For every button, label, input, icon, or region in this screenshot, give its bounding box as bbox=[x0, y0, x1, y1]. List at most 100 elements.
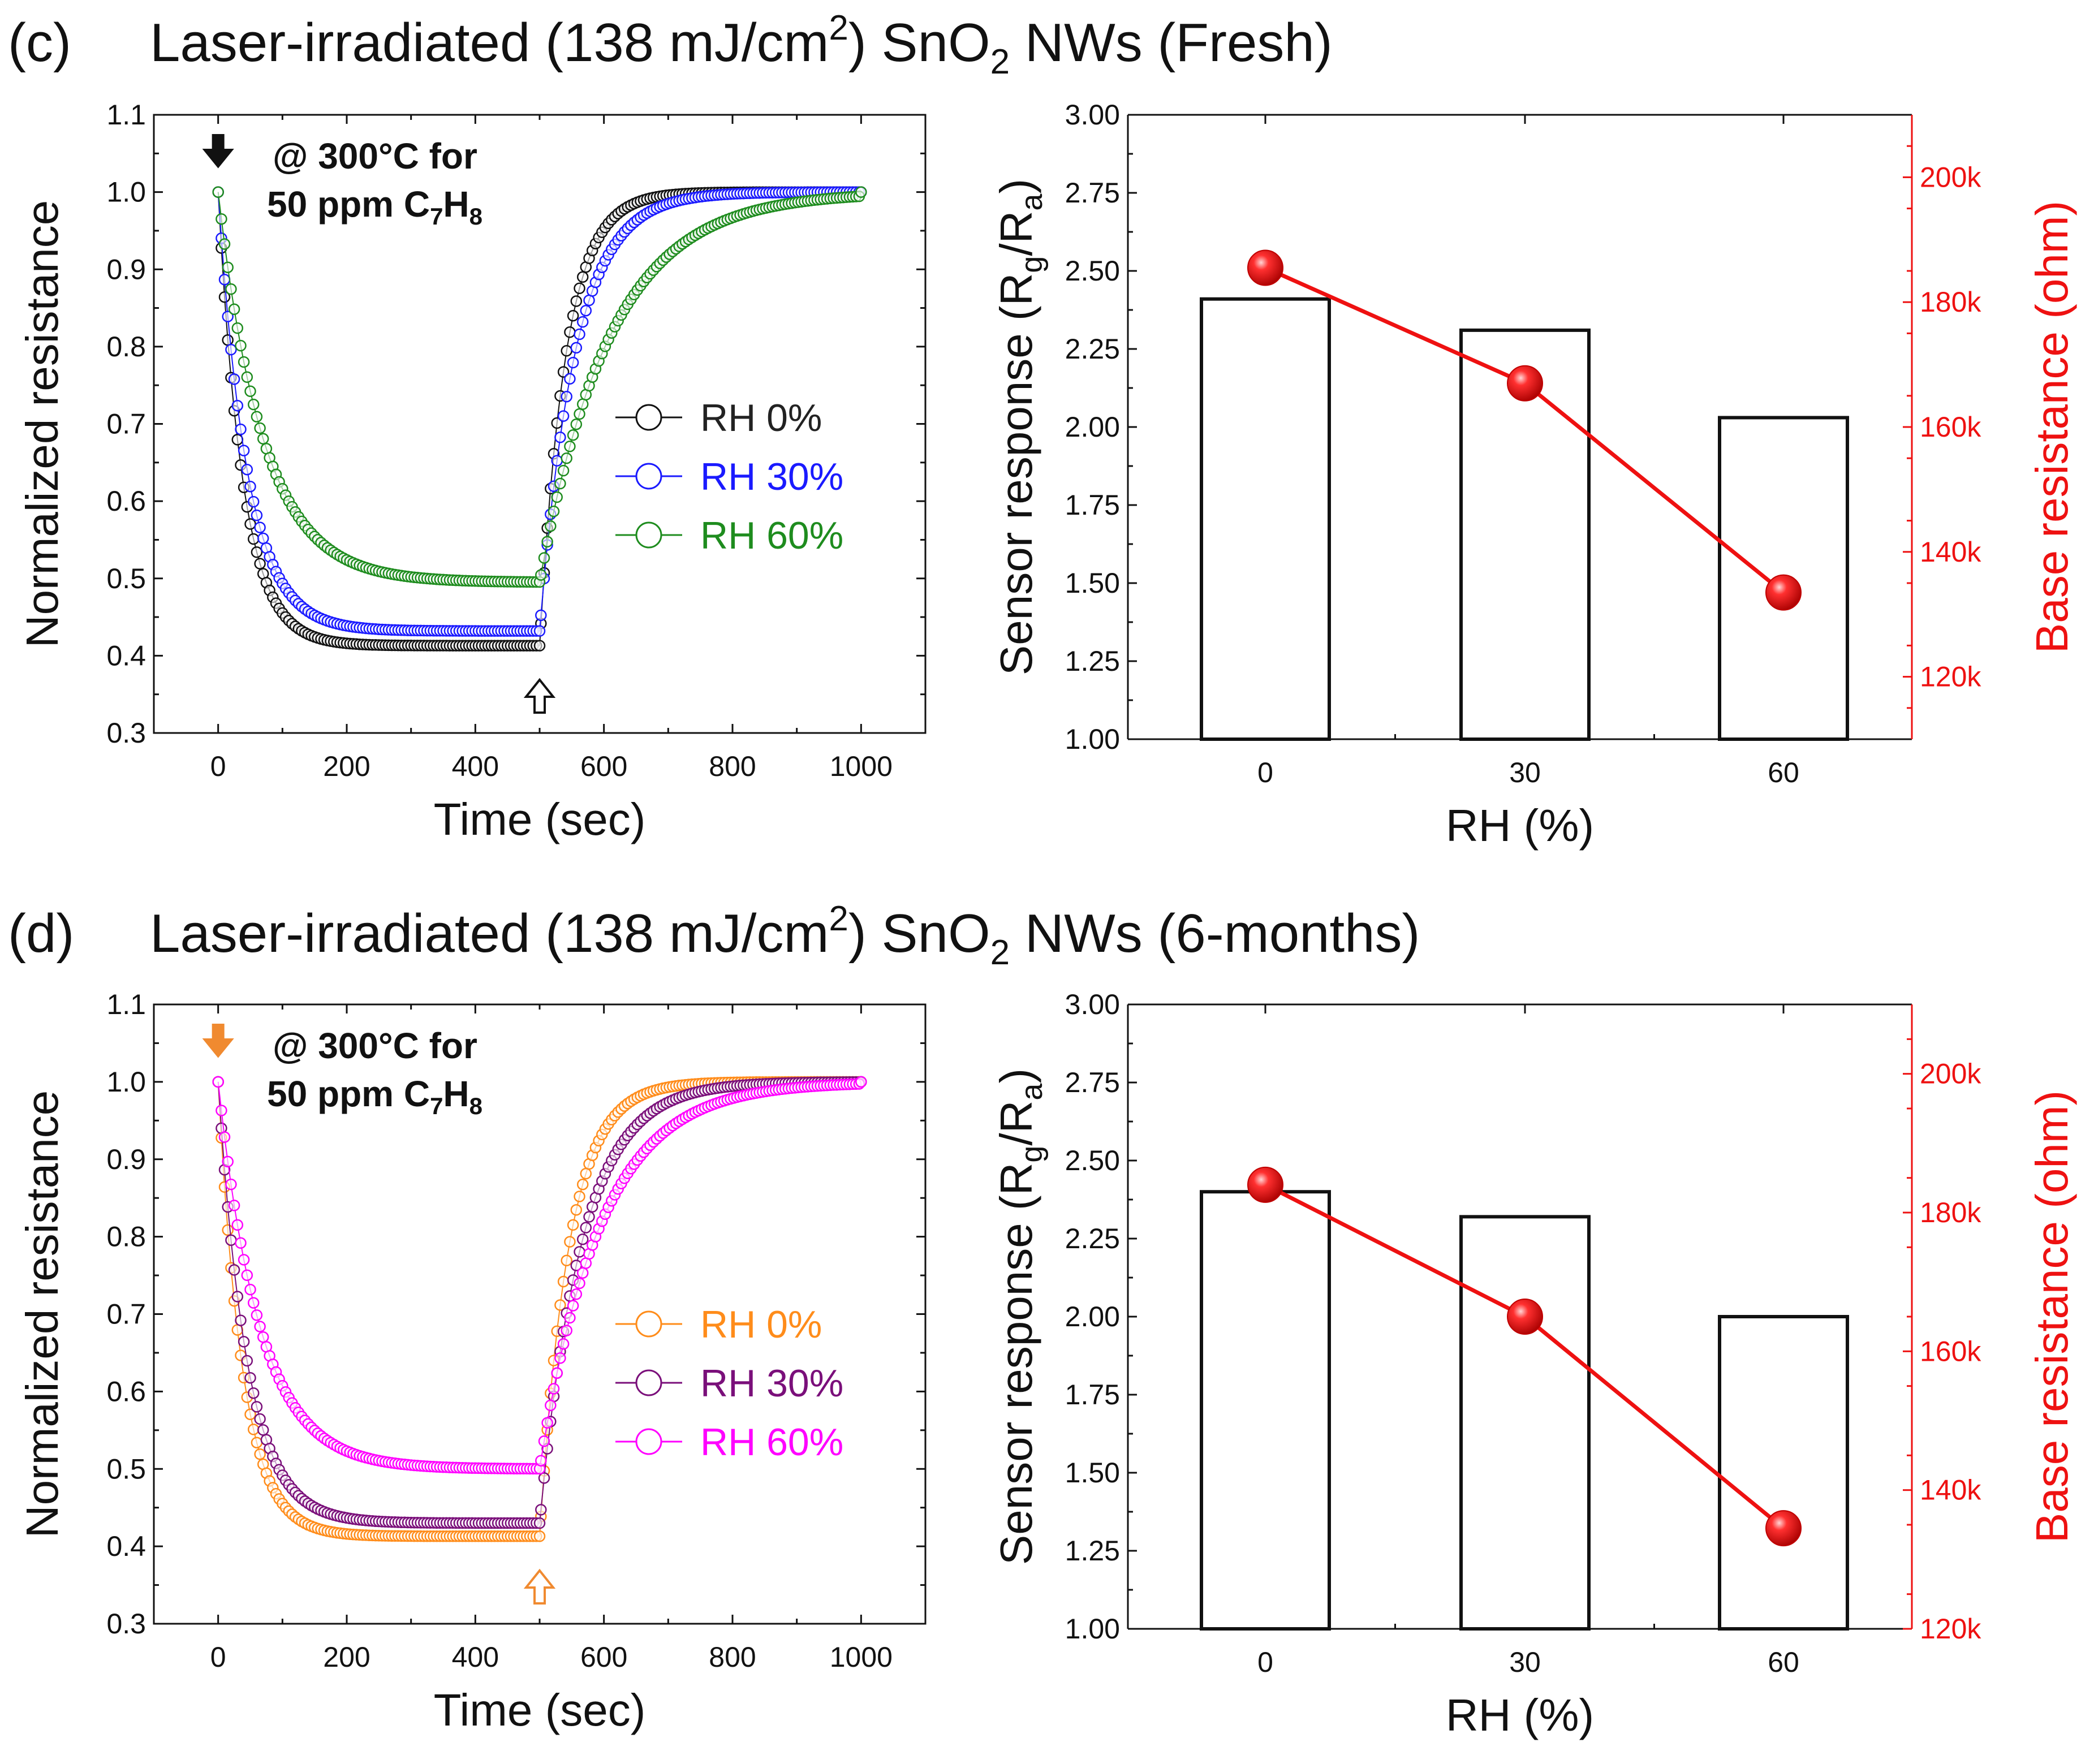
y-tick-label: 0.5 bbox=[106, 563, 146, 594]
bar bbox=[1200, 1190, 1331, 1631]
data-point bbox=[570, 1288, 583, 1300]
x-tick-label: 60 bbox=[1768, 757, 1799, 788]
data-point bbox=[570, 342, 583, 354]
y-tick-label: 1.25 bbox=[1065, 645, 1120, 677]
data-point bbox=[545, 520, 557, 532]
data-point bbox=[554, 432, 566, 443]
gas-out-arrow-icon bbox=[523, 678, 556, 714]
data-point bbox=[254, 422, 266, 434]
panel-d-bar-chart: 1.00 1.25 1.50 1.75 2.00 2.25 2.50 2.75 3.00 120k… bbox=[991, 989, 2077, 1740]
data-point bbox=[576, 316, 589, 328]
x-tick-label: 400 bbox=[452, 1641, 499, 1673]
y-tick-label: 0.4 bbox=[106, 1530, 146, 1562]
data-point bbox=[225, 283, 237, 295]
data-point bbox=[222, 1155, 234, 1168]
y-tick-label: 0.4 bbox=[106, 640, 146, 671]
gas-in-arrow-icon bbox=[202, 134, 234, 169]
legend-marker bbox=[635, 1428, 662, 1455]
data-point bbox=[564, 326, 576, 338]
y-tick-label: 0.3 bbox=[106, 717, 146, 749]
panel-c-time-response: 0.3 0.4 0.5 0.6 0.7 0.8 0.9 1.0 1.1 0 200 400 600 800… bbox=[17, 99, 927, 844]
bar bbox=[1200, 297, 1331, 741]
data-point bbox=[567, 1219, 579, 1231]
legend-label: RH 60% bbox=[700, 1421, 843, 1464]
data-point bbox=[567, 429, 579, 441]
data-point bbox=[576, 1178, 589, 1191]
data-point bbox=[583, 1211, 595, 1223]
data-point bbox=[254, 1448, 266, 1460]
data-point bbox=[247, 1424, 260, 1435]
y-tick-label: 2.75 bbox=[1065, 1067, 1120, 1098]
y-tick-label: 1.75 bbox=[1065, 1379, 1120, 1411]
data-point bbox=[254, 1413, 266, 1425]
base-resistance-point bbox=[1247, 1166, 1283, 1203]
data-point bbox=[235, 1314, 247, 1326]
title-text: ) SnO bbox=[848, 903, 990, 964]
title-subscript: 2 bbox=[990, 42, 1010, 81]
y-axis-subscript: g bbox=[1015, 256, 1049, 273]
data-point bbox=[576, 398, 589, 410]
data-point bbox=[228, 373, 240, 385]
data-point bbox=[557, 410, 570, 422]
title-text: ) SnO bbox=[848, 12, 990, 73]
data-point bbox=[228, 1264, 240, 1276]
data-point bbox=[574, 1277, 585, 1289]
legend-label: RH 30% bbox=[700, 1362, 843, 1405]
y-axis-subscript: a bbox=[1015, 193, 1049, 211]
data-point bbox=[576, 1267, 589, 1279]
data-point bbox=[251, 546, 263, 558]
data-point bbox=[538, 552, 550, 564]
data-point bbox=[554, 1299, 566, 1311]
y-tick-label: 2.25 bbox=[1065, 333, 1120, 365]
data-point bbox=[247, 398, 260, 411]
data-point bbox=[212, 1076, 224, 1088]
data-point bbox=[561, 452, 572, 464]
y-tick-label: 1.1 bbox=[106, 99, 146, 131]
x-tick-label: 30 bbox=[1509, 1646, 1541, 1678]
title-text: NWs bbox=[1010, 903, 1143, 964]
data-point bbox=[257, 1331, 269, 1343]
data-point bbox=[254, 1321, 266, 1332]
y2-tick-label: 120k bbox=[1920, 661, 1981, 693]
y-tick-label: 2.00 bbox=[1065, 411, 1120, 443]
y-tick-label: 3.00 bbox=[1065, 99, 1120, 131]
data-point bbox=[251, 1401, 263, 1413]
legend-marker bbox=[635, 404, 662, 431]
data-point bbox=[251, 1309, 263, 1321]
data-point bbox=[583, 294, 595, 307]
data-point bbox=[564, 1312, 576, 1324]
annotation-line2: 50 ppm C7H8 bbox=[267, 184, 482, 230]
y-tick-label: 0.7 bbox=[106, 408, 146, 440]
base-resistance-point bbox=[1507, 365, 1543, 402]
data-point bbox=[545, 1399, 557, 1412]
y-tick-label: 3.00 bbox=[1065, 989, 1120, 1020]
data-point bbox=[218, 1131, 231, 1143]
data-point bbox=[574, 282, 585, 295]
y2-tick-label: 200k bbox=[1920, 161, 1981, 193]
data-point bbox=[576, 271, 589, 283]
data-point bbox=[238, 1254, 250, 1266]
data-point bbox=[855, 1076, 867, 1088]
series-rh-30- bbox=[212, 186, 867, 637]
x-tick-label: 200 bbox=[323, 751, 370, 782]
y-tick-label: 1.00 bbox=[1065, 1613, 1120, 1645]
data-point bbox=[241, 371, 253, 383]
y-tick-label: 0.6 bbox=[106, 1375, 146, 1407]
legend-label: RH 30% bbox=[700, 455, 843, 498]
data-point bbox=[231, 322, 244, 334]
y-tick-label: 1.50 bbox=[1065, 567, 1120, 599]
data-point bbox=[574, 408, 585, 420]
data-point bbox=[244, 1371, 256, 1384]
y-tick-label: 1.1 bbox=[106, 989, 146, 1020]
annotation-line2: 50 ppm C7H8 bbox=[267, 1073, 482, 1119]
y2-axis-label: Base resistance (ohm) bbox=[2027, 201, 2077, 653]
data-point bbox=[538, 1472, 550, 1484]
gas-out-arrow-icon bbox=[523, 1568, 556, 1605]
legend-marker bbox=[635, 1369, 662, 1396]
data-point bbox=[557, 1275, 570, 1288]
title-text: NWs bbox=[1010, 12, 1143, 73]
row-title-c: (c) Laser-irradiated (138 mJ/cm2) SnO2 NW… bbox=[8, 8, 1333, 81]
y-tick-label: 2.75 bbox=[1065, 177, 1120, 209]
base-resistance-point bbox=[1247, 249, 1283, 286]
base-resistance-point bbox=[1507, 1299, 1543, 1335]
